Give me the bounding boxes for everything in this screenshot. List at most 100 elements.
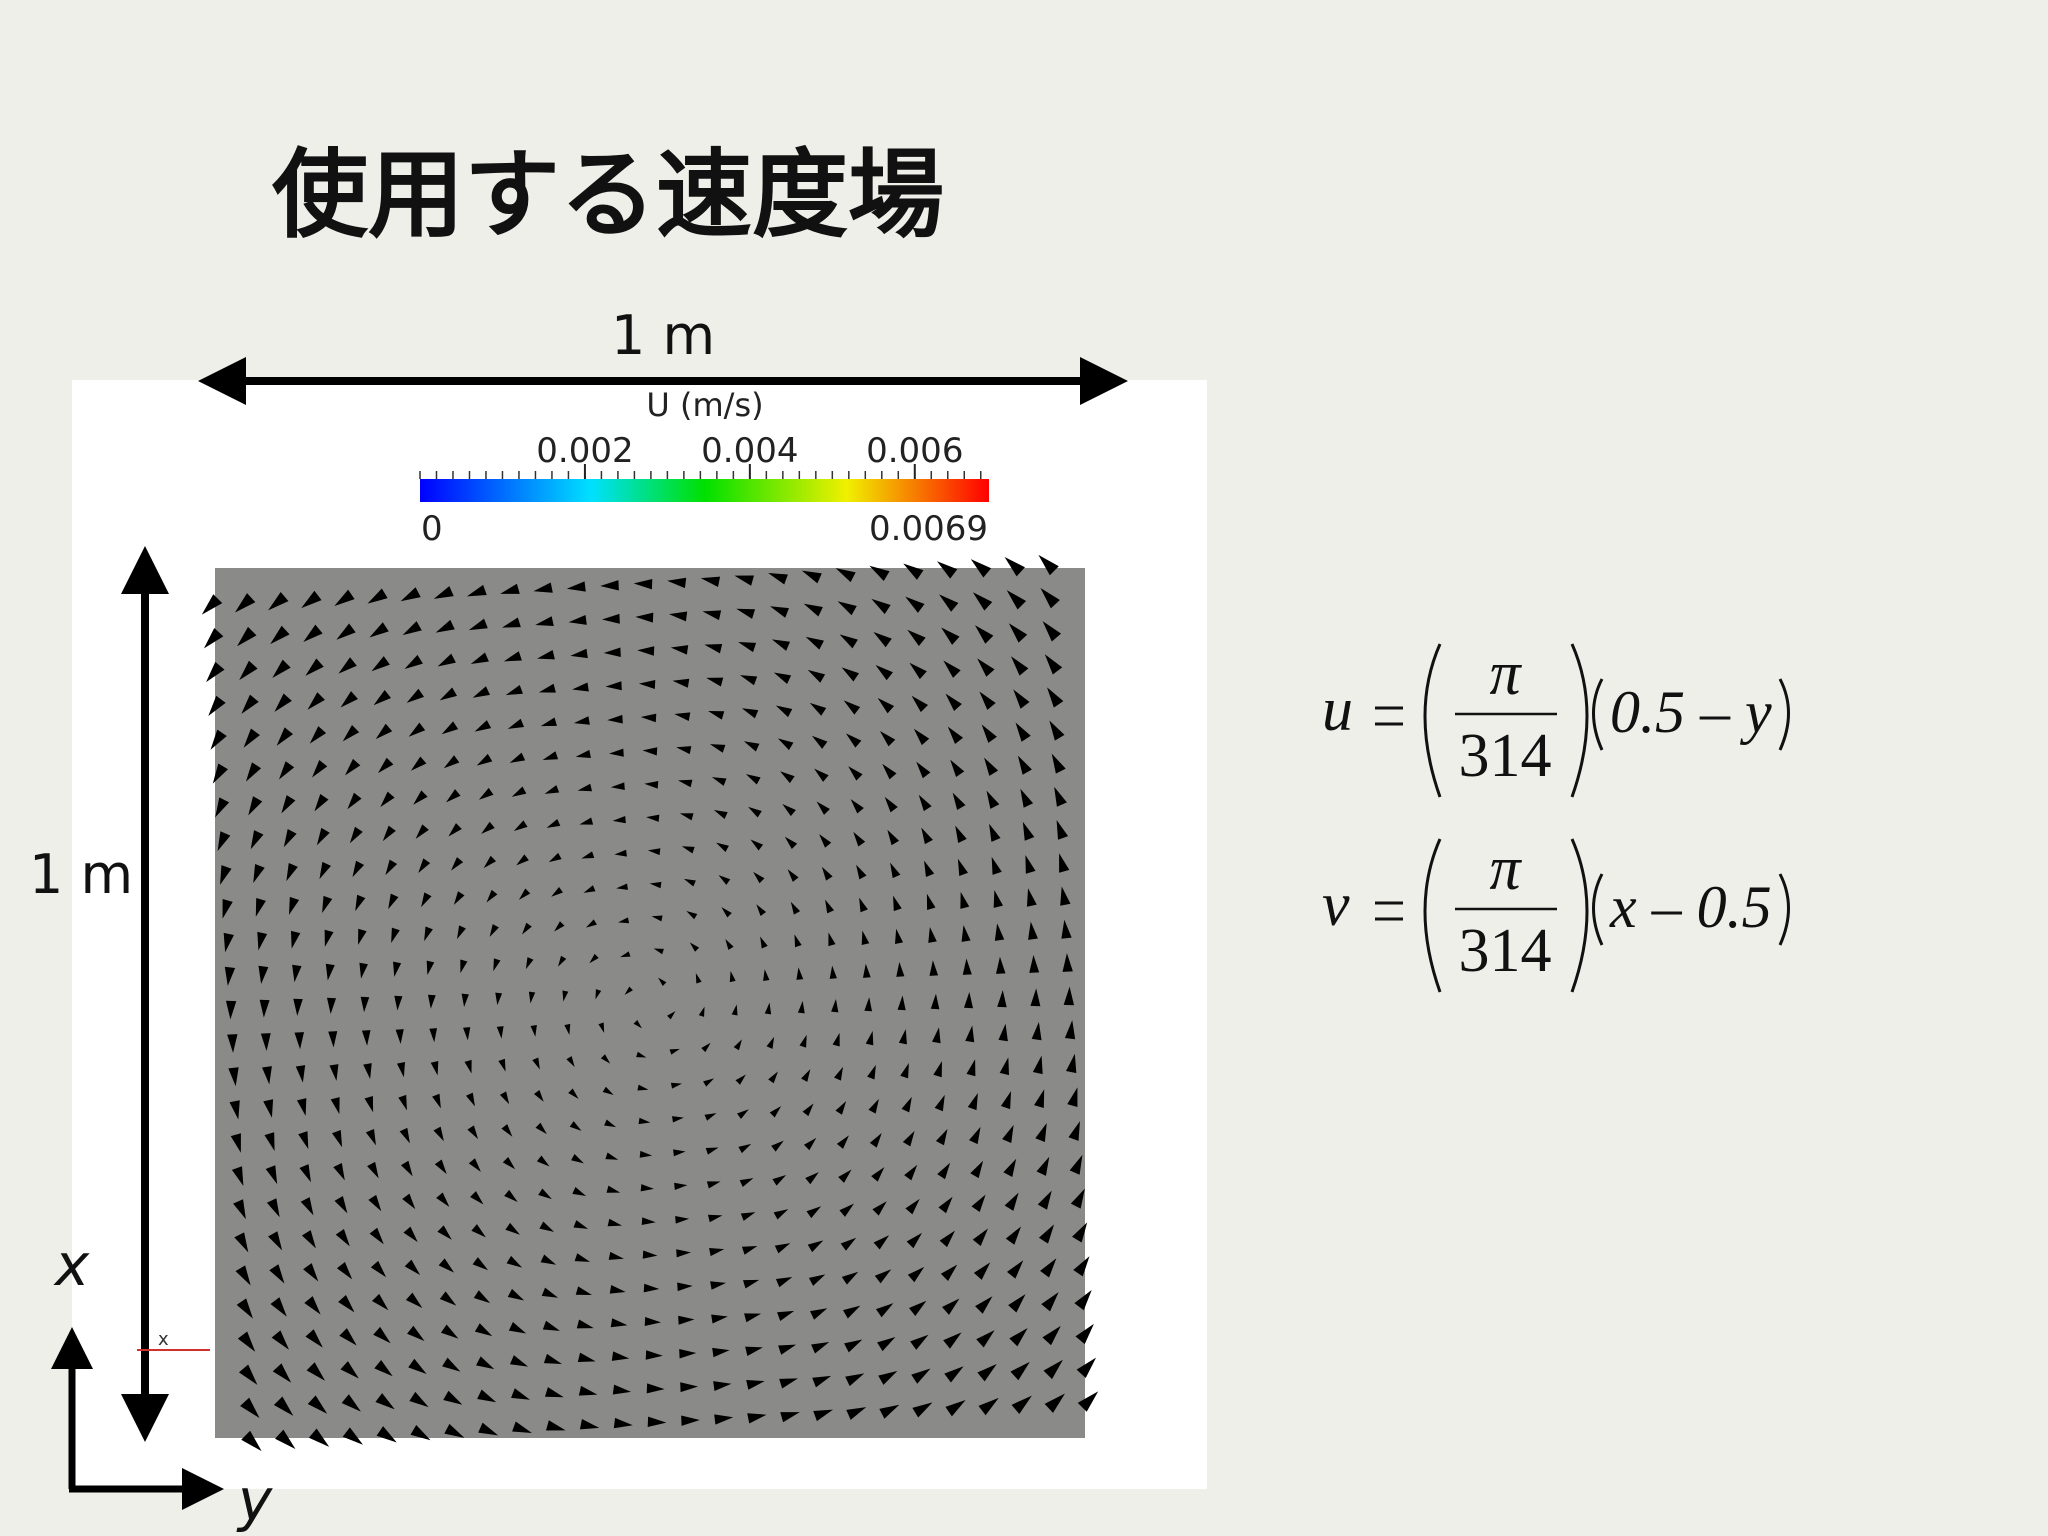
velocity-arrow-head xyxy=(301,590,322,609)
velocity-arrow-head xyxy=(1004,556,1025,577)
velocity-arrow-head xyxy=(612,1384,632,1395)
velocity-arrow-head xyxy=(839,634,858,649)
velocity-arrow-head xyxy=(326,997,337,1015)
velocity-arrow-head xyxy=(358,928,367,945)
velocity-arrow-head xyxy=(234,593,256,613)
velocity-arrow-head xyxy=(486,889,498,903)
velocity-arrow-head xyxy=(801,1069,811,1082)
velocity-arrow-head xyxy=(352,860,365,878)
velocity-arrow-head xyxy=(208,695,226,716)
velocity-arrow-head xyxy=(598,1022,605,1033)
slide-title: 使用する速度場 xyxy=(272,139,944,251)
velocity-arrow-head xyxy=(336,1261,353,1280)
velocity-arrow-head xyxy=(711,777,727,786)
velocity-arrow-head xyxy=(543,1353,562,1365)
velocity-arrow-head xyxy=(943,660,961,678)
velocity-arrow-head xyxy=(756,904,767,916)
velocity-arrow-head xyxy=(700,576,721,587)
velocity-arrow-head xyxy=(413,790,428,805)
velocity-arrow-head xyxy=(250,830,264,850)
velocity-arrow-head xyxy=(1044,654,1063,675)
velocity-arrow-head xyxy=(365,1128,376,1146)
velocity-arrow-head xyxy=(533,1090,544,1102)
velocity-arrow-head xyxy=(779,1378,798,1389)
velocity-arrow-head xyxy=(234,1232,249,1253)
velocity-arrow-head xyxy=(1056,819,1069,840)
velocity-arrow-head xyxy=(862,963,871,978)
velocity-arrow-head xyxy=(850,799,864,814)
velocity-arrow-head xyxy=(260,1033,271,1052)
velocity-arrow-head xyxy=(331,1130,343,1148)
velocity-arrow-head xyxy=(848,766,863,781)
velocity-arrow-head xyxy=(942,1298,960,1315)
velocity-arrow-head xyxy=(909,662,927,680)
velocity-arrow-head xyxy=(952,792,966,811)
velocity-arrow-head xyxy=(677,779,693,788)
velocity-arrow-head xyxy=(706,677,724,687)
velocity-arrow-head xyxy=(639,1150,653,1158)
velocity-arrow-head xyxy=(995,956,1006,974)
velocity-arrow-head xyxy=(347,792,362,810)
velocity-arrow-head xyxy=(333,1163,345,1181)
velocity-arrow-head xyxy=(1035,1122,1047,1142)
velocity-arrow-head xyxy=(544,785,560,794)
velocity-arrow-head xyxy=(975,1296,993,1314)
velocity-arrow-head xyxy=(711,1314,728,1324)
velocity-arrow-head xyxy=(522,922,532,935)
velocity-arrow-head xyxy=(283,829,297,848)
velocity-arrow-head xyxy=(474,1323,493,1337)
equation-lhs: u xyxy=(1322,676,1353,744)
velocity-arrow-head xyxy=(438,1258,455,1273)
velocity-arrow-head xyxy=(574,1253,591,1262)
velocity-arrow-head xyxy=(871,1167,885,1182)
velocity-arrow-head xyxy=(481,821,495,834)
velocity-arrow-head xyxy=(434,1159,447,1175)
velocity-arrow-head xyxy=(635,612,654,623)
velocity-arrow-head xyxy=(733,1039,742,1051)
velocity-arrow-head xyxy=(1059,853,1070,873)
velocity-arrow-head xyxy=(1076,1357,1097,1378)
velocity-arrow-head xyxy=(976,1330,995,1348)
velocity-arrow-head xyxy=(808,1274,826,1286)
velocity-arrow-head xyxy=(766,1036,775,1049)
velocity-arrow-head xyxy=(712,1347,730,1358)
velocity-arrow-head xyxy=(633,1020,642,1029)
velocity-arrow-head xyxy=(329,1064,339,1081)
velocity-arrow-head xyxy=(603,647,621,658)
velocity-arrow-head xyxy=(877,698,895,714)
velocity-arrow-head xyxy=(875,665,893,681)
colorbar xyxy=(420,479,989,502)
velocity-arrow-head xyxy=(339,1328,357,1346)
velocity-arrow-head xyxy=(819,834,832,848)
denominator: 314 xyxy=(1459,722,1552,790)
velocity-arrow-head xyxy=(1032,1055,1043,1075)
velocity-arrow-head xyxy=(562,990,569,1002)
velocity-arrow-head xyxy=(579,1419,600,1430)
velocity-arrow-head xyxy=(505,684,523,696)
velocity-arrow-head xyxy=(1013,689,1030,709)
velocity-arrow-head xyxy=(772,1174,787,1186)
velocity-arrow-head xyxy=(928,926,937,943)
velocity-arrow-head xyxy=(1072,1222,1088,1243)
velocity-arrow-head xyxy=(841,1271,859,1285)
velocity-arrow-head xyxy=(1008,623,1028,643)
right-paren xyxy=(1570,643,1589,798)
velocity-arrow-head xyxy=(962,958,972,975)
velocity-arrow-head xyxy=(989,823,1001,842)
velocity-arrow-head xyxy=(637,646,655,656)
velocity-arrow-head xyxy=(913,728,930,746)
velocity-arrow-head xyxy=(609,748,624,757)
velocity-arrow-head xyxy=(258,965,269,985)
velocity-arrow-head xyxy=(473,1290,491,1304)
velocity-arrow-head xyxy=(703,1078,715,1087)
velocity-arrow-head xyxy=(705,1147,719,1155)
velocity-arrow-head xyxy=(395,1029,404,1044)
velocity-arrow-head xyxy=(972,1228,988,1246)
velocity-arrow-head xyxy=(405,1292,423,1308)
velocity-arrow-head xyxy=(644,780,659,789)
velocity-arrow-head xyxy=(1074,1290,1092,1311)
velocity-arrow-head xyxy=(430,1060,439,1076)
velocity-arrow-head xyxy=(583,885,596,893)
velocity-arrow-head xyxy=(575,1286,592,1295)
velocity-arrow-head xyxy=(342,725,360,742)
